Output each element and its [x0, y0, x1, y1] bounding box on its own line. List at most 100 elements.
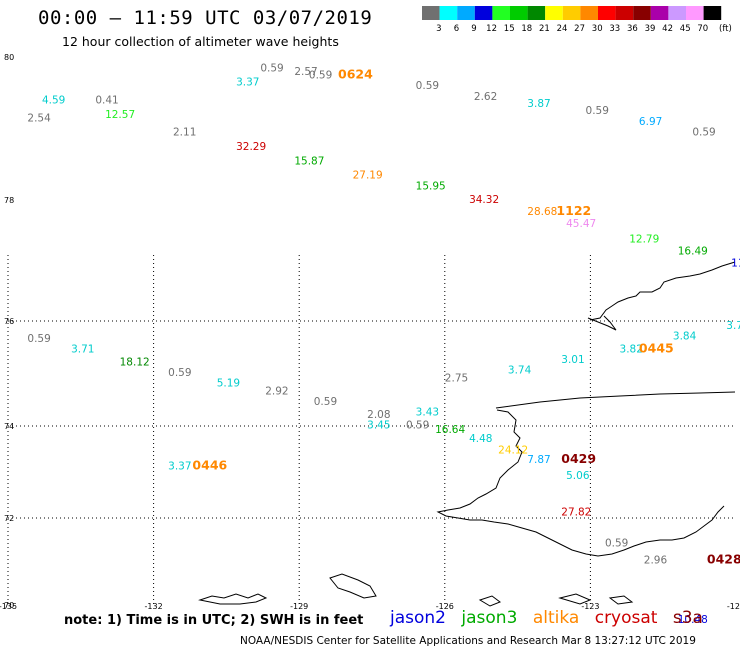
lon-label: -126	[436, 602, 454, 611]
scale-label: 24	[557, 24, 568, 34]
wave-height-value: 2.96	[644, 555, 668, 567]
lon-label: -135	[0, 602, 17, 611]
wave-height-value: 45.47	[566, 218, 596, 230]
wave-height-value: 12.57	[105, 109, 135, 121]
lon-label: -123	[581, 602, 599, 611]
scale-label: 39	[645, 24, 656, 34]
wave-height-value: 2.62	[474, 91, 497, 103]
pass-time-label: 0445	[639, 341, 674, 356]
lon-label: -129	[290, 602, 308, 611]
legend-jason3: jason3	[461, 608, 518, 628]
graticule	[7, 255, 736, 605]
scale-swatch	[457, 6, 475, 20]
wave-height-value: 28.68	[527, 206, 557, 218]
wave-height-value: 3.74	[508, 365, 532, 377]
lat-label: 72	[4, 514, 14, 523]
scale-label: 42	[662, 24, 673, 34]
scale-label: 21	[539, 24, 550, 34]
wave-height-value: 27.82	[561, 507, 591, 519]
wave-height-value: 2.57	[294, 66, 317, 78]
scale-swatch	[439, 6, 458, 20]
lon-label: -120	[727, 602, 740, 611]
wave-height-value: 3.82	[620, 344, 643, 356]
scale-swatch	[492, 6, 510, 20]
wave-height-value: 18.12	[120, 357, 150, 369]
scale-label: 70	[697, 24, 708, 34]
wave-height-value: 2.75	[445, 372, 468, 384]
lat-label: 70	[4, 601, 14, 610]
legend-s3a: s3a	[672, 608, 703, 628]
scale-swatch	[650, 6, 669, 20]
pass-time-label: 0428	[707, 552, 740, 567]
wave-height-value: 3.70	[726, 320, 740, 332]
pass-time-label: 0429	[561, 451, 596, 466]
wave-height-value: 4.48	[469, 433, 492, 445]
scale-swatch	[562, 6, 581, 20]
latitude-labels: 80 78 76 74 72 70	[4, 53, 14, 610]
wave-height-value: 15.87	[294, 155, 324, 167]
scale-swatch	[527, 6, 546, 20]
wave-height-value: 10.48	[678, 614, 708, 626]
wave-height-value: 0.59	[309, 69, 332, 81]
scale-label: 45	[680, 24, 691, 34]
wave-height-value: 7.87	[527, 454, 550, 466]
wave-height-value: 32.29	[236, 141, 266, 153]
satellite-legend: jason2 jason3 altika cryosat s3a	[390, 608, 713, 628]
wave-height-value: 0.59	[27, 333, 50, 345]
wave-height-value: 34.32	[469, 194, 499, 206]
scale-label: 3	[436, 24, 441, 34]
lat-label: 76	[4, 317, 14, 326]
wave-height-value: 2.92	[265, 386, 288, 398]
lat-label: 78	[4, 196, 14, 205]
wave-height-value: 4.59	[42, 94, 65, 106]
wave-height-value: 3.37	[168, 461, 191, 473]
wave-height-value: 5.06	[566, 470, 590, 482]
coastline-banks-island-south	[589, 261, 736, 321]
longitude-labels: -135 -132 -129 -126 -123 -120	[0, 602, 740, 611]
map-title: 00:00 – 11:59 UTC 03/07/2019	[38, 7, 373, 29]
scale-swatch	[598, 6, 616, 20]
scale-swatch	[422, 6, 440, 20]
lat-label: 80	[4, 53, 14, 62]
color-scale: 3 6 9 12 15 18 21 24 27 30 33 36 39 42 45 70 (ft)	[422, 6, 732, 34]
wave-height-value: 2.08	[367, 409, 390, 421]
legend-altika: altika	[532, 608, 580, 628]
coastline-small-islands	[198, 573, 634, 607]
wave-height-value: 6.97	[639, 116, 662, 128]
wave-height-value: 0.59	[586, 105, 609, 117]
scale-label: 15	[504, 24, 515, 34]
wave-height-value: 3.37	[236, 77, 259, 89]
scale-unit: (ft)	[719, 24, 732, 34]
scale-swatch	[615, 6, 634, 20]
scale-swatch	[686, 6, 704, 20]
legend-cryosat: cryosat	[594, 608, 658, 628]
scale-swatch	[474, 6, 493, 20]
coastline-mainland	[436, 409, 725, 557]
wave-height-value: 27.19	[353, 170, 383, 182]
wave-height-value: 3.71	[71, 344, 94, 356]
scale-label: 27	[574, 24, 585, 34]
credit-line: NOAA/NESDIS Center for Satellite Applica…	[240, 635, 696, 647]
pass-time-label: 0446	[192, 458, 227, 473]
lat-label: 74	[4, 422, 14, 431]
lon-label: -132	[145, 602, 163, 611]
coastline	[198, 261, 736, 607]
wave-height-value: 0.41	[95, 94, 118, 106]
wave-height-value: 0.59	[605, 537, 628, 549]
scale-swatch	[703, 6, 722, 20]
scale-swatch	[545, 6, 563, 20]
wave-height-value: 3.87	[527, 98, 550, 110]
scale-swatch	[510, 6, 528, 20]
wave-height-value: 3.45	[367, 419, 390, 431]
wave-height-value: 2.11	[173, 127, 196, 139]
wave-height-value: 0.59	[692, 127, 715, 139]
wave-height-value: 0.59	[168, 367, 191, 379]
scale-swatch	[633, 6, 651, 20]
wave-height-value: 3.01	[561, 354, 584, 366]
scale-label: 30	[592, 24, 603, 34]
wave-height-value: 0.59	[416, 80, 439, 92]
coastline-bay	[587, 315, 617, 331]
wave-height-value: 3.84	[673, 330, 697, 342]
scale-label: 33	[609, 24, 620, 34]
